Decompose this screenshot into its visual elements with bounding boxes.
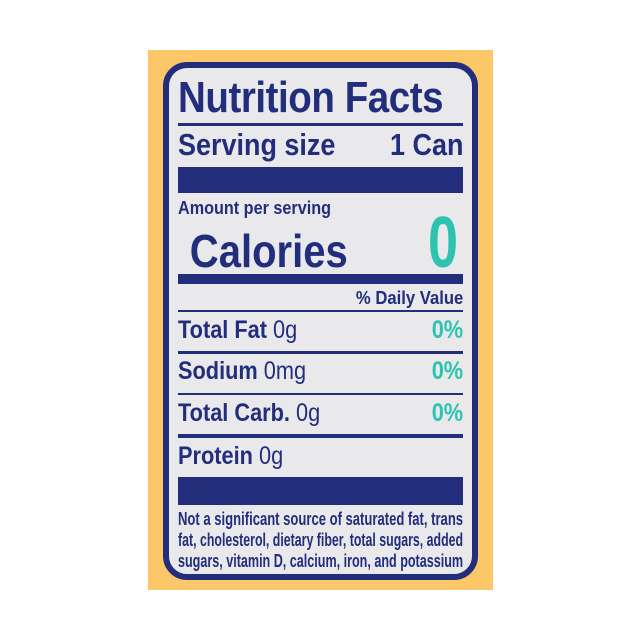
footnote-line: sugars, vitamin D, calcium, iron, and po… — [178, 551, 464, 571]
daily-value-header: % Daily Value — [178, 288, 463, 307]
nutrient-amount: 0g — [273, 315, 298, 344]
nutrition-facts-title: Nutrition Facts — [178, 76, 463, 120]
nutrient-name: Total Fat — [178, 315, 268, 344]
title-divider — [178, 123, 463, 126]
amount-per-serving: Amount per serving — [178, 197, 463, 218]
serving-size-row: Serving size 1 Can — [178, 126, 463, 162]
row-divider-thick — [178, 434, 463, 438]
nutrient-name-amount: Sodium 0mg — [178, 357, 306, 386]
serving-size-label: Serving size — [178, 126, 336, 162]
nutrient-row-total-carb: Total Carb. 0g 0% — [178, 395, 463, 431]
row-divider — [178, 351, 463, 354]
amount-per-serving-text: Amount per serving — [178, 197, 332, 218]
nutrient-daily-value: 0% — [431, 315, 463, 344]
separator-bar-top — [178, 166, 463, 193]
footnote-line: Not a significant source of saturated fa… — [178, 509, 464, 529]
serving-size-value: 1 Can — [389, 126, 463, 162]
nutrition-facts-label: Nutrition Facts Serving size 1 Can Amoun… — [163, 62, 478, 580]
nutrient-name-amount: Total Carb. 0g — [178, 399, 320, 428]
nutrient-name: Sodium — [178, 357, 258, 385]
nutrient-name: Total Carb. — [178, 398, 290, 427]
nutrient-row-sodium: Sodium 0mg 0% — [178, 354, 463, 390]
nutrient-amount: 0mg — [263, 357, 307, 385]
calories-value: 0 — [427, 202, 458, 283]
nutrient-row-total-fat: Total Fat 0g 0% — [178, 312, 463, 348]
daily-value-divider — [178, 309, 463, 312]
calories-row: Calories 0 — [178, 202, 463, 283]
calories-label: Calories — [189, 224, 348, 277]
footnote-line: fat, cholesterol, dietary fiber, total s… — [178, 530, 464, 550]
footnote: Not a significant source of saturated fa… — [178, 509, 463, 572]
daily-value-header-text: % Daily Value — [355, 286, 463, 308]
nutrient-amount: 0g — [258, 441, 284, 470]
nutrient-row-protein: Protein 0g — [178, 438, 463, 474]
nutrient-name-amount: Protein 0g — [178, 442, 283, 471]
product-card-background: Nutrition Facts Serving size 1 Can Amoun… — [148, 50, 493, 590]
nutrient-amount: 0g — [296, 398, 321, 427]
separator-bar-bottom — [178, 477, 463, 505]
nutrient-name: Protein — [178, 441, 253, 470]
nutrient-name-amount: Total Fat 0g — [178, 316, 297, 345]
nutrient-daily-value: 0% — [431, 357, 463, 385]
separator-bar-calories — [178, 273, 463, 284]
row-divider — [178, 392, 463, 395]
nutrition-facts-title-text: Nutrition Facts — [178, 73, 444, 122]
nutrient-daily-value: 0% — [431, 398, 463, 427]
